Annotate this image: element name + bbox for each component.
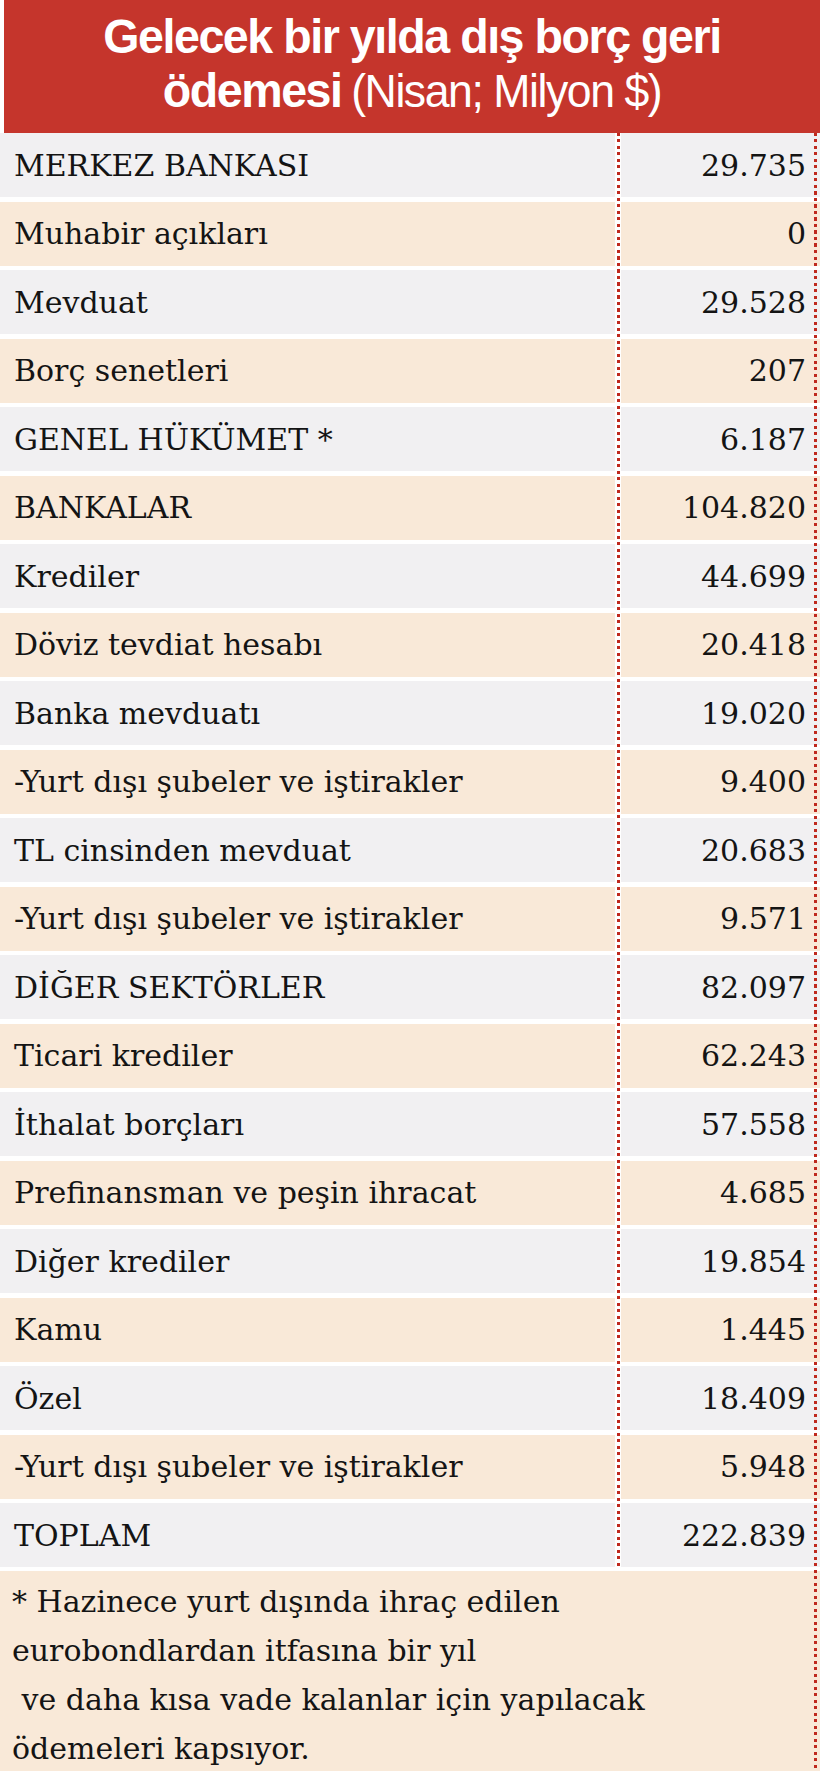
row-value: 29.735	[624, 148, 820, 183]
row-label: Muhabir açıkları	[0, 216, 624, 251]
row-value: 20.418	[624, 627, 820, 662]
row-value: 6.187	[624, 422, 820, 457]
page-title-line-1: Gelecek bir yılda dış borç geri	[16, 10, 808, 64]
footnote-line: ve daha kısa vade kalanlar için yapılaca…	[12, 1675, 810, 1724]
table-row: BANKALAR 104.820	[0, 476, 820, 540]
row-value: 9.400	[624, 764, 820, 799]
row-value: 29.528	[624, 285, 820, 320]
row-label: DİĞER SEKTÖRLER	[0, 970, 624, 1005]
row-label: TL cinsinden mevduat	[0, 833, 624, 868]
table-row: TL cinsinden mevduat 20.683	[0, 818, 820, 882]
row-label: GENEL HÜKÜMET *	[0, 422, 624, 457]
table-row: Döviz tevdiat hesabı 20.418	[0, 613, 820, 677]
row-label: MERKEZ BANKASI	[0, 148, 624, 183]
row-label: Döviz tevdiat hesabı	[0, 627, 624, 662]
debt-infographic: Gelecek bir yılda dış borç geri ödemesi(…	[0, 0, 820, 1771]
right-border-dotted-line	[812, 133, 818, 1771]
footnote-line: * Hazinece yurt dışında ihraç edilen	[12, 1577, 810, 1626]
row-label: TOPLAM	[0, 1518, 624, 1553]
row-value: 82.097	[624, 970, 820, 1005]
row-value: 4.685	[624, 1175, 820, 1210]
row-label: Prefinansman ve peşin ihracat	[0, 1175, 624, 1210]
row-label: Krediler	[0, 559, 624, 594]
row-label: BANKALAR	[0, 490, 624, 525]
row-value: 57.558	[624, 1107, 820, 1142]
table-row: İthalat borçları 57.558	[0, 1092, 820, 1156]
row-label: -Yurt dışı şubeler ve iştirakler	[0, 901, 624, 936]
table-row: Borç senetleri 207	[0, 339, 820, 403]
row-value: 0	[624, 216, 820, 251]
footnote: * Hazinece yurt dışında ihraç edileneuro…	[0, 1571, 820, 1771]
page-title-line-2-bold: ödemesi	[163, 64, 342, 117]
table-row: TOPLAM 222.839	[0, 1503, 820, 1567]
row-label: İthalat borçları	[0, 1107, 624, 1142]
column-divider-dotted-line	[615, 133, 621, 1568]
page-title-subtitle: (Nisan; Milyon $)	[351, 65, 661, 117]
table-row: MERKEZ BANKASI 29.735	[0, 133, 820, 197]
table-row: -Yurt dışı şubeler ve iştirakler 5.948	[0, 1435, 820, 1499]
table-row: GENEL HÜKÜMET * 6.187	[0, 407, 820, 471]
table-row: Ticari krediler 62.243	[0, 1024, 820, 1088]
table-row: Muhabir açıkları 0	[0, 202, 820, 266]
row-value: 9.571	[624, 901, 820, 936]
table-row: Özel 18.409	[0, 1366, 820, 1430]
row-value: 62.243	[624, 1038, 820, 1073]
row-label: Kamu	[0, 1312, 624, 1347]
row-value: 44.699	[624, 559, 820, 594]
row-label: Ticari krediler	[0, 1038, 624, 1073]
table-row: DİĞER SEKTÖRLER 82.097	[0, 955, 820, 1019]
page-title-line-2: ödemesi(Nisan; Milyon $)	[16, 64, 808, 118]
row-label: Borç senetleri	[0, 353, 624, 388]
row-label: -Yurt dışı şubeler ve iştirakler	[0, 1449, 624, 1484]
row-value: 18.409	[624, 1381, 820, 1416]
row-label: Özel	[0, 1381, 624, 1416]
header: Gelecek bir yılda dış borç geri ödemesi(…	[4, 0, 820, 133]
table-row: -Yurt dışı şubeler ve iştirakler 9.400	[0, 750, 820, 814]
footnote-line: eurobondlardan itfasına bir yıl	[12, 1626, 810, 1675]
footnote-line: ödemeleri kapsıyor.	[12, 1724, 810, 1771]
row-label: Banka mevduatı	[0, 696, 624, 731]
row-label: Diğer krediler	[0, 1244, 624, 1279]
table-row: Diğer krediler 19.854	[0, 1229, 820, 1293]
table-row: Mevduat 29.528	[0, 270, 820, 334]
row-value: 19.854	[624, 1244, 820, 1279]
row-label: -Yurt dışı şubeler ve iştirakler	[0, 764, 624, 799]
table-row: Banka mevduatı 19.020	[0, 681, 820, 745]
row-value: 20.683	[624, 833, 820, 868]
table-row: Krediler 44.699	[0, 544, 820, 608]
debt-table-body: MERKEZ BANKASI 29.735 Muhabir açıkları 0…	[0, 133, 820, 1572]
table-row: Prefinansman ve peşin ihracat 4.685	[0, 1161, 820, 1225]
table-row: -Yurt dışı şubeler ve iştirakler 9.571	[0, 887, 820, 951]
row-value: 5.948	[624, 1449, 820, 1484]
row-value: 222.839	[624, 1518, 820, 1553]
row-value: 19.020	[624, 696, 820, 731]
row-value: 1.445	[624, 1312, 820, 1347]
row-value: 207	[624, 353, 820, 388]
table-row: Kamu 1.445	[0, 1298, 820, 1362]
row-value: 104.820	[624, 490, 820, 525]
row-label: Mevduat	[0, 285, 624, 320]
